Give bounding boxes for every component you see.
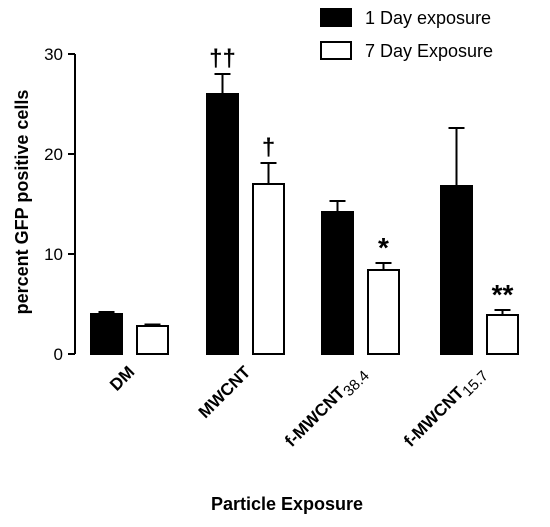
x-tick-label: f-MWCNT38.4 <box>281 362 373 454</box>
significance-annotation: † <box>262 134 275 161</box>
x-tick-label: DM <box>106 362 138 394</box>
legend: 1 Day exposure 7 Day Exposure <box>320 8 493 61</box>
y-tick-label: 10 <box>44 245 63 264</box>
bar <box>440 185 473 355</box>
legend-swatch <box>320 8 352 27</box>
bar <box>90 313 123 355</box>
legend-label: 1 Day exposure <box>365 8 491 28</box>
y-axis-title: percent GFP positive cells <box>12 90 32 315</box>
legend-swatch <box>320 41 352 60</box>
bar <box>486 314 519 355</box>
bar <box>206 93 239 355</box>
bar <box>136 325 169 355</box>
y-tick-label: 30 <box>44 45 63 64</box>
x-tick-label: f-MWCNT15.7 <box>400 362 492 454</box>
bar <box>252 183 285 355</box>
legend-label: 7 Day Exposure <box>365 41 493 61</box>
x-axis-title: Particle Exposure <box>211 494 363 514</box>
x-tick-label: MWCNT <box>195 362 255 422</box>
bars: †††*** <box>90 45 519 355</box>
significance-annotation: * <box>378 232 389 263</box>
y-tick-label: 0 <box>54 345 63 364</box>
bar <box>321 211 354 355</box>
significance-annotation: †† <box>209 45 236 72</box>
y-tick-label: 20 <box>44 145 63 164</box>
bar <box>367 269 400 355</box>
significance-annotation: ** <box>492 279 514 310</box>
